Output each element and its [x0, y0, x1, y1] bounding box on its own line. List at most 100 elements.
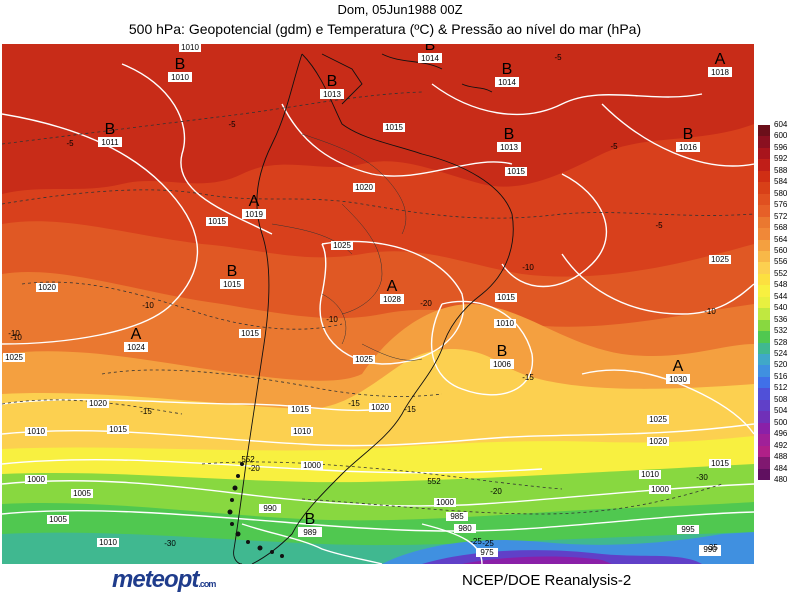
center-value-box — [676, 142, 700, 152]
isobar-label: 1025 — [5, 353, 23, 362]
color-legend-label: 560 — [774, 245, 788, 255]
isobar-label: 1010 — [27, 427, 45, 436]
color-legend-swatch — [758, 147, 770, 160]
color-legend-swatch — [758, 136, 770, 149]
color-legend-swatch — [758, 250, 770, 263]
color-legend-label: 568 — [774, 223, 788, 233]
center-letter: A — [715, 51, 726, 68]
temperature-label: -20 — [420, 299, 432, 308]
color-legend-label: 532 — [774, 326, 788, 336]
isobar-label-box — [494, 319, 516, 328]
isobar-label-box — [369, 403, 391, 412]
isobar-label-box — [649, 485, 671, 494]
isobar-label-box — [3, 353, 25, 362]
color-legend-swatch — [758, 262, 770, 275]
center-letter: B — [327, 73, 338, 90]
isobar-label: 1025 — [333, 241, 351, 250]
map-date-title: Dom, 05Jun1988 00Z — [337, 2, 463, 17]
temperature-label: -5 — [610, 142, 618, 151]
temperature-label: -5 — [228, 120, 236, 129]
isobar-label-box — [383, 123, 405, 132]
isobar-label-box — [71, 489, 93, 498]
isobar-label: 1020 — [649, 437, 667, 446]
center-letter: A — [673, 358, 684, 375]
color-legend-swatch — [758, 170, 770, 183]
color-legend-swatch — [758, 388, 770, 401]
color-legend-swatch — [758, 285, 770, 298]
data-source-credit: NCEP/DOE Reanalysis-2 — [462, 572, 632, 589]
center-value: 989 — [303, 528, 317, 537]
center-value: 1028 — [383, 295, 401, 304]
temperature-label: -30 — [696, 473, 708, 482]
temperature-label: -10 — [142, 301, 154, 310]
center-letter: B — [497, 343, 508, 360]
color-legend-swatch — [758, 216, 770, 229]
isobar-label: 1010 — [496, 319, 514, 328]
isobar-label: 1010 — [181, 44, 199, 52]
temperature-label: -25 — [470, 537, 482, 546]
isobar-label: 1020 — [38, 283, 56, 292]
color-legend-swatch — [758, 125, 770, 137]
temperature-label: -15 — [140, 407, 152, 416]
color-legend-label: 528 — [774, 337, 788, 347]
color-legend-label: 520 — [774, 360, 788, 370]
color-legend-swatch — [758, 159, 770, 172]
color-legend-swatch — [758, 228, 770, 240]
isobar-label-box — [25, 475, 47, 484]
isobar-label-box — [454, 524, 476, 533]
map-title: 500 hPa: Geopotencial (gdm) e Temperatur… — [128, 21, 642, 37]
isobar-label-box — [353, 183, 375, 192]
color-legend-label: 552 — [774, 268, 788, 278]
isobar-label: 1015 — [208, 217, 226, 226]
center-letter: B — [227, 263, 238, 280]
color-legend-label: 516 — [774, 371, 788, 381]
color-legend-label: 576 — [774, 200, 788, 210]
isobar-label: 1020 — [371, 403, 389, 412]
center-value-box — [124, 342, 148, 352]
center-letter: B — [425, 44, 436, 54]
center-value-box — [490, 359, 514, 369]
color-legend-label: 512 — [774, 383, 788, 393]
isobar-label-box — [291, 427, 313, 436]
isobar-label: 1015 — [507, 167, 525, 176]
color-legend-label: 580 — [774, 188, 788, 198]
center-value-box — [708, 67, 732, 77]
center-value-box — [418, 53, 442, 63]
center-value: 1014 — [498, 78, 516, 87]
color-legend-label: 584 — [774, 177, 788, 187]
color-legend-label: 536 — [774, 314, 788, 324]
color-legend-swatch — [758, 296, 770, 309]
isobar-label: 1000 — [436, 498, 454, 507]
color-legend-label: 508 — [774, 394, 788, 404]
isobar-label: 1015 — [109, 425, 127, 434]
isobar-label-box — [434, 498, 456, 507]
center-value: 1030 — [669, 375, 687, 384]
color-legend-swatch — [758, 354, 770, 366]
center-value-box — [98, 137, 122, 147]
center-letter: A — [249, 193, 260, 210]
center-letter: B — [504, 126, 515, 143]
field-band-504 — [462, 556, 612, 564]
isobar-label: 1015 — [241, 329, 259, 338]
meteopt-logo: meteopt.com — [112, 566, 216, 594]
isobar-label: 1010 — [99, 538, 117, 547]
isobar-label: 980 — [458, 524, 472, 533]
color-legend-label: 572 — [774, 211, 788, 221]
color-legend-label: 588 — [774, 165, 788, 175]
color-legend-swatch — [758, 445, 770, 458]
isobar-label: 1015 — [291, 405, 309, 414]
color-legend — [758, 125, 770, 481]
color-legend-label: 596 — [774, 142, 788, 152]
temperature-label: -10 — [704, 307, 716, 316]
color-legend-label: 504 — [774, 406, 788, 416]
color-legend-swatch — [758, 468, 770, 481]
isobar-label: 995 — [681, 525, 695, 534]
isobar-label: 1010 — [293, 427, 311, 436]
